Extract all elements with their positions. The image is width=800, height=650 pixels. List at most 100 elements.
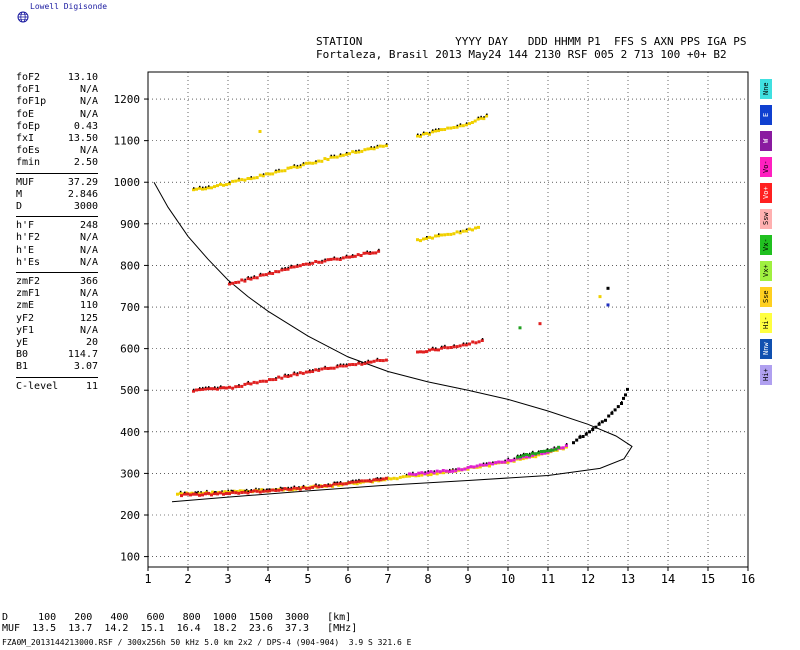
echo-mark xyxy=(598,421,601,424)
echo-mark xyxy=(429,470,433,474)
echo-mark xyxy=(428,348,431,352)
echo-mark xyxy=(355,149,357,152)
echo-mark xyxy=(315,160,317,162)
echo-mark xyxy=(323,366,327,370)
y-tick-label: 100 xyxy=(120,551,140,564)
echo-mark xyxy=(311,261,315,265)
echo-mark xyxy=(425,237,428,240)
echo-mark xyxy=(298,264,302,268)
echo-mark xyxy=(287,486,289,489)
echo-mark xyxy=(286,166,290,170)
echo-mark xyxy=(249,177,253,181)
echo-mark xyxy=(478,463,482,467)
echo-mark xyxy=(548,449,552,453)
echo-mark xyxy=(532,450,534,453)
param-row: foEp 0.43 xyxy=(16,121,98,133)
echo-mark xyxy=(350,255,354,259)
echo-mark xyxy=(280,488,284,492)
echo-mark xyxy=(214,386,216,388)
muf-table-distance: D 100 200 400 600 800 1000 1500 3000 [km… xyxy=(2,612,352,623)
param-separator xyxy=(16,172,98,174)
echo-mark xyxy=(360,362,364,366)
param-name: M xyxy=(16,188,23,200)
legend-label: Vo+ xyxy=(762,186,770,200)
echo-mark xyxy=(255,381,259,385)
echo-mark xyxy=(457,467,461,471)
echo-mark xyxy=(264,379,268,383)
param-row: h'Es N/A xyxy=(16,257,98,269)
echo-mark xyxy=(616,405,620,409)
param-name: foF1p xyxy=(16,96,47,108)
echo-mark xyxy=(497,460,501,464)
echo-mark xyxy=(486,113,488,115)
echo-mark xyxy=(441,469,445,472)
echo-mark xyxy=(451,469,455,473)
echo-mark xyxy=(348,481,351,485)
echo-mark xyxy=(444,344,446,347)
echo-mark xyxy=(275,488,277,490)
echo-mark xyxy=(333,256,336,258)
echo-mark xyxy=(320,159,324,163)
echo-mark xyxy=(213,185,216,189)
echo-mark xyxy=(336,481,339,483)
echo-mark xyxy=(341,256,345,260)
echo-mark xyxy=(354,363,358,367)
echo-mark xyxy=(202,186,204,189)
echo-mark xyxy=(264,172,268,176)
echo-mark xyxy=(238,384,240,386)
echo-mark xyxy=(372,478,376,482)
echo-mark xyxy=(194,491,196,493)
plot-frame xyxy=(147,71,749,568)
echo-mark xyxy=(292,486,296,490)
x-tick-label: 10 xyxy=(501,572,515,586)
echo-mark xyxy=(478,465,482,469)
echo-mark xyxy=(240,491,244,494)
echo-mark xyxy=(277,488,281,492)
echo-mark xyxy=(198,388,201,392)
param-value: 110 xyxy=(79,300,98,312)
echo-mark xyxy=(411,472,415,476)
echo-mark xyxy=(622,396,625,400)
echo-mark xyxy=(353,254,357,258)
echo-mark xyxy=(621,401,623,403)
echo-mark xyxy=(198,186,201,190)
echo-mark xyxy=(232,489,234,492)
echo-mark xyxy=(446,126,450,130)
legend-label: Hi- xyxy=(762,316,770,330)
echo-mark xyxy=(431,347,434,351)
echo-mark xyxy=(228,385,231,389)
echo-mark xyxy=(219,386,222,390)
echo-mark xyxy=(351,254,354,256)
echo-mark xyxy=(289,487,293,491)
echo-mark xyxy=(354,480,358,484)
echo-mark xyxy=(335,155,339,159)
echo-mark xyxy=(537,453,541,457)
echo-mark xyxy=(607,414,611,418)
electron-density-profile xyxy=(153,181,633,503)
echo-mark xyxy=(244,278,246,281)
echo-mark xyxy=(357,479,361,483)
echo-mark xyxy=(524,455,528,459)
echo-mark xyxy=(234,385,238,389)
echo-mark xyxy=(255,487,257,490)
echo-mark xyxy=(231,281,235,285)
echo-mark xyxy=(468,342,471,346)
param-name: yE xyxy=(16,337,29,348)
echo-mark xyxy=(344,255,348,259)
echo-mark xyxy=(392,476,396,480)
header-values: Fortaleza, Brasil 2013 May24 144 2130 RS… xyxy=(316,48,727,61)
echo-mark xyxy=(429,131,431,134)
echo-mark xyxy=(287,266,289,269)
echo-mark xyxy=(455,468,457,470)
echo-mark xyxy=(268,172,271,176)
echo-mark xyxy=(417,471,421,475)
echo-mark xyxy=(437,129,440,133)
echo-mark xyxy=(252,489,256,493)
echo-mark xyxy=(262,173,265,175)
param-name: h'F xyxy=(16,220,35,232)
echo-mark xyxy=(298,165,302,169)
param-value: 3000 xyxy=(73,201,98,212)
x-tick-label: 14 xyxy=(661,572,675,586)
echo-mark xyxy=(606,303,610,307)
echo-mark xyxy=(326,484,330,488)
